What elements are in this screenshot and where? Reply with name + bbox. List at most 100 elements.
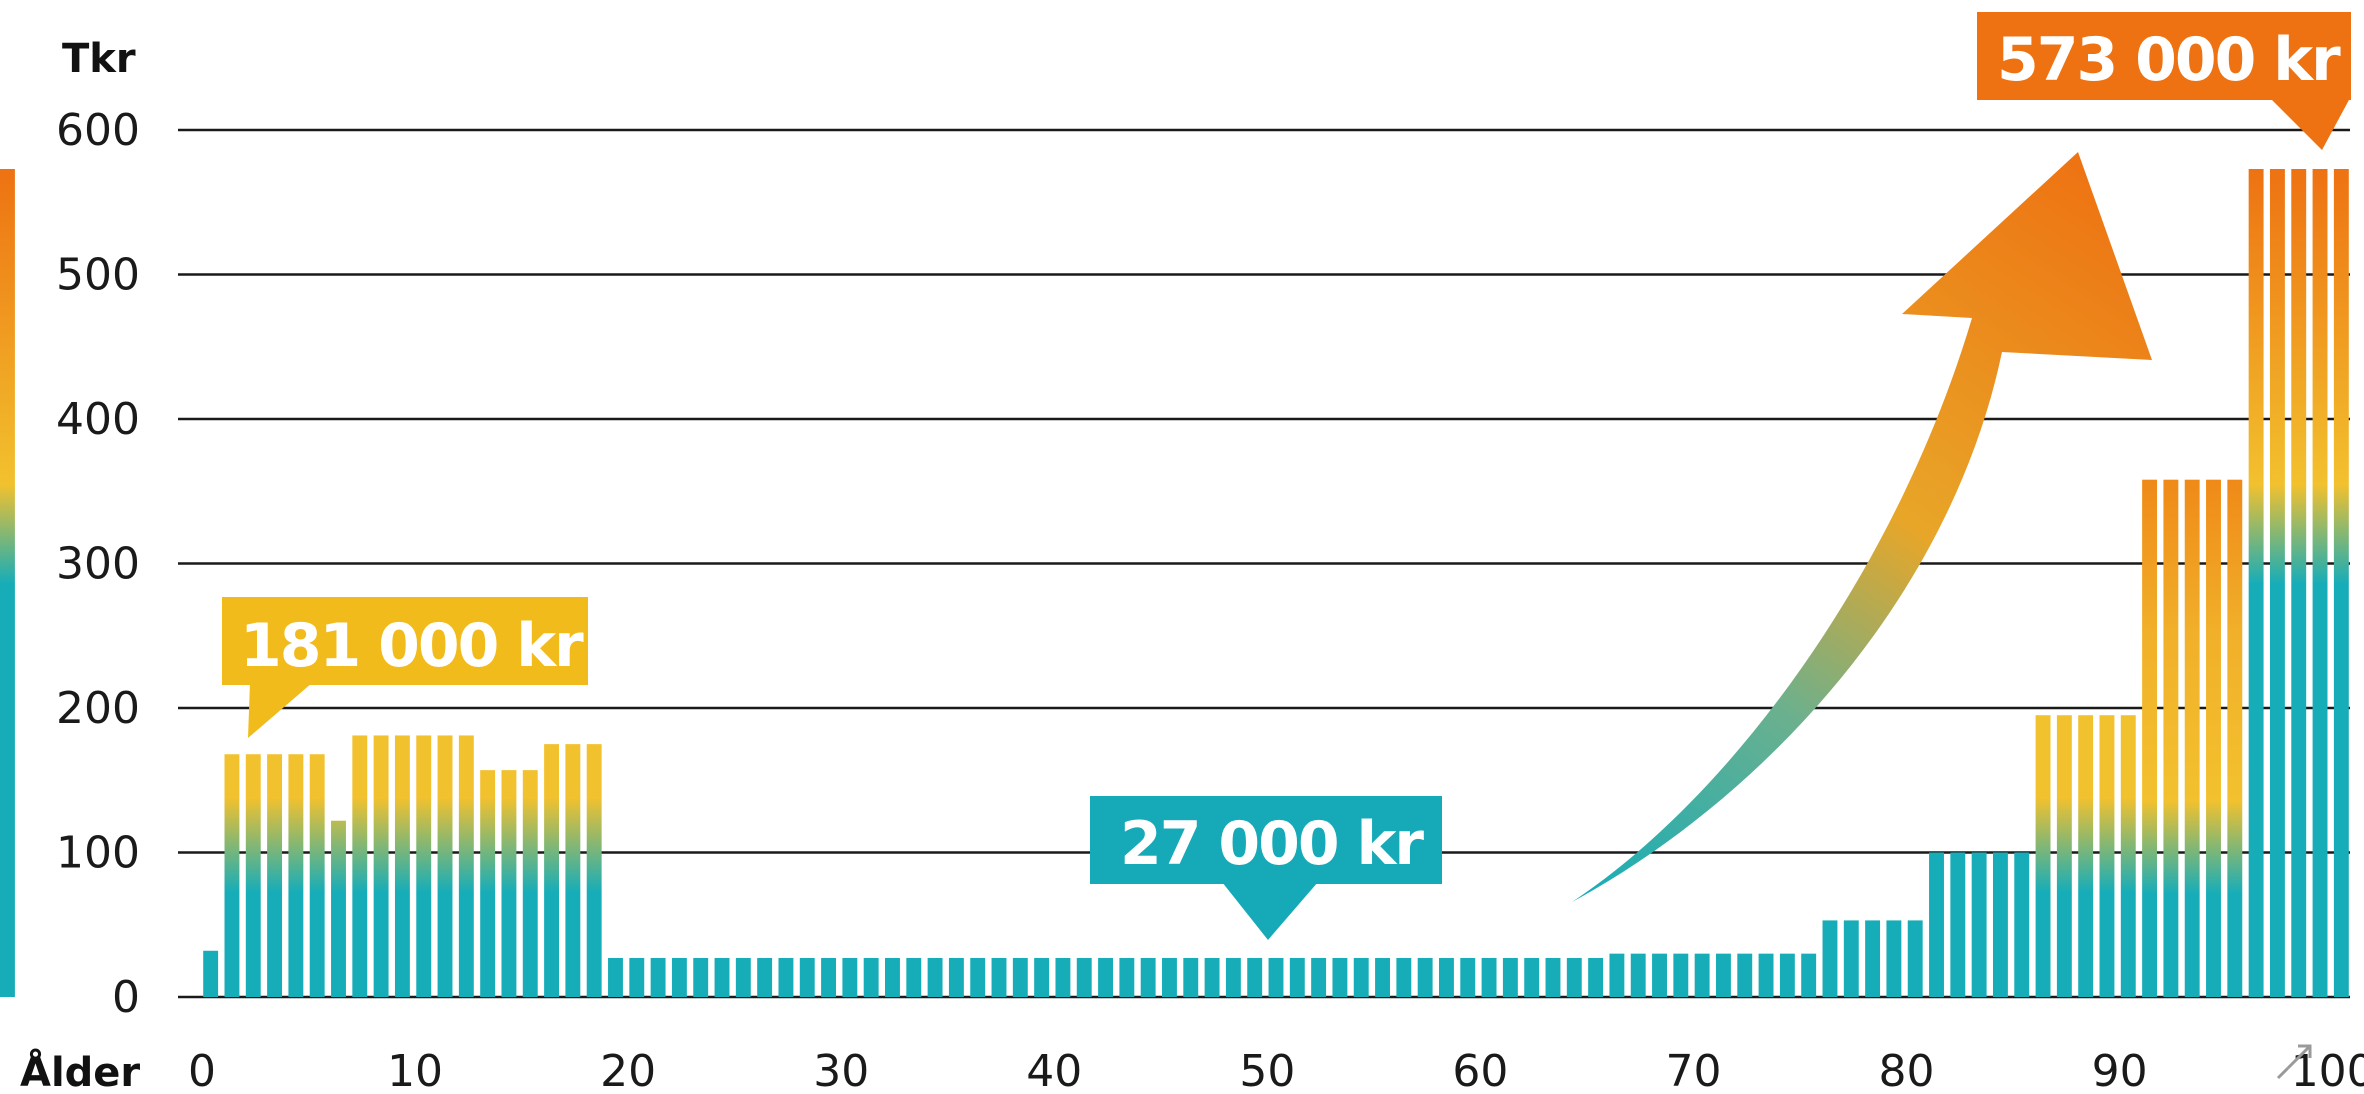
bar	[2248, 169, 2264, 997]
callout-elderly-box	[1977, 12, 2351, 100]
bar	[991, 957, 1007, 997]
bar	[0, 169, 15, 997]
growth-arrow	[1572, 152, 2152, 902]
bar	[1545, 957, 1561, 997]
bar	[1098, 957, 1113, 997]
x-tick-label: 60	[1452, 1046, 1508, 1094]
bar	[1822, 920, 1838, 997]
x-tick-label: 90	[2092, 1046, 2148, 1094]
bar	[757, 957, 773, 997]
bar	[1694, 953, 1710, 997]
bar	[1076, 957, 1092, 997]
x-tick-label: 70	[1665, 1046, 1721, 1094]
bar	[1311, 957, 1327, 997]
bar	[1865, 920, 1881, 997]
bar	[1396, 957, 1412, 997]
bar	[671, 957, 687, 997]
bar	[927, 957, 943, 997]
bar	[1971, 852, 1987, 997]
bar	[1119, 957, 1135, 997]
bar	[331, 820, 346, 997]
callout-adults-pointer	[1222, 882, 1318, 940]
callout-children: 181 000 kr	[222, 597, 588, 738]
bar	[2035, 715, 2051, 997]
bar	[842, 957, 858, 997]
bar	[2163, 479, 2179, 997]
bar	[2142, 479, 2158, 997]
bar	[416, 735, 432, 997]
y-tick-label: 100	[56, 828, 140, 879]
bar	[906, 957, 922, 997]
expand-icon[interactable]	[2276, 1044, 2312, 1080]
bar	[1502, 957, 1518, 997]
bar	[1247, 957, 1263, 997]
y-tick-label: 600	[56, 105, 140, 156]
bar	[1950, 852, 1966, 997]
bar	[2227, 479, 2243, 997]
x-tick-label: 10	[387, 1046, 443, 1094]
bar	[885, 957, 900, 997]
bar	[1737, 953, 1753, 997]
bar	[650, 957, 666, 997]
bar	[522, 770, 538, 997]
bar	[714, 957, 730, 997]
bar	[1886, 920, 1902, 997]
bar	[1353, 957, 1369, 997]
callout-adults-box	[1090, 796, 1442, 884]
bar	[1332, 957, 1348, 997]
bar	[863, 957, 879, 997]
bar	[2014, 852, 2030, 997]
bar	[1566, 957, 1582, 997]
bar	[1524, 957, 1540, 997]
grid-lines	[178, 128, 2350, 999]
bar	[394, 735, 410, 997]
bar	[1843, 920, 1859, 997]
bar	[224, 754, 240, 997]
bar	[1034, 957, 1050, 997]
bar	[1012, 957, 1028, 997]
callout-adults: 27 000 kr	[1090, 796, 1442, 940]
bar	[373, 735, 389, 997]
bar	[245, 754, 261, 997]
bar	[1673, 953, 1689, 997]
x-tick-label: 30	[813, 1046, 869, 1094]
bar	[1225, 957, 1241, 997]
bar	[1268, 957, 1284, 997]
y-tick-label: 200	[56, 683, 140, 734]
bar	[1417, 957, 1433, 997]
bar	[1140, 957, 1156, 997]
bar	[2078, 715, 2094, 997]
x-axis-title: Ålder	[20, 1047, 140, 1094]
bar	[1929, 852, 1944, 997]
bar	[267, 754, 283, 997]
bar	[1715, 953, 1731, 997]
bar	[821, 957, 837, 997]
y-tick-label: 0	[112, 972, 140, 1023]
bar	[1609, 953, 1625, 997]
bar	[501, 770, 517, 997]
x-tick-label: 50	[1239, 1046, 1295, 1094]
bar	[1588, 957, 1604, 997]
bar	[1439, 957, 1454, 997]
y-tick-labels: 0 100 200 300 400 500 600	[56, 105, 140, 1023]
x-tick-label: 40	[1026, 1046, 1082, 1094]
bar	[1992, 852, 2008, 997]
y-tick-label: 400	[56, 394, 140, 445]
callout-adults-label: 27 000 kr	[1120, 809, 1424, 879]
y-tick-label: 300	[56, 539, 140, 590]
bar	[2184, 479, 2200, 997]
bar	[309, 754, 325, 997]
bar	[799, 957, 815, 997]
bar	[1460, 957, 1476, 997]
bar	[565, 744, 581, 998]
bar	[203, 950, 219, 997]
bar	[2312, 169, 2328, 997]
bar	[2333, 169, 2349, 997]
bar	[608, 957, 623, 997]
bar	[948, 957, 964, 997]
x-tick-label: 20	[600, 1046, 656, 1094]
callout-children-pointer	[248, 683, 312, 738]
bar	[629, 957, 645, 997]
bar	[1481, 957, 1497, 997]
